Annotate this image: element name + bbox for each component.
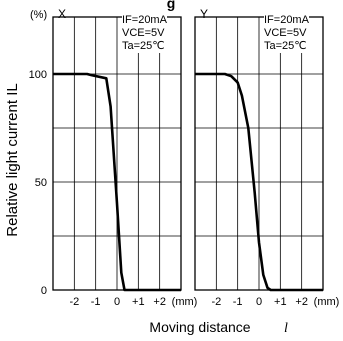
x-tick-label: +1 [132,296,145,308]
x-tick-label: +1 [274,296,287,308]
conditions-box-x: IF=20mA VCE=5V Ta=25℃ [122,14,167,53]
x-tick-label: -1 [233,296,243,308]
x-axis-symbol: l [284,321,288,336]
x-tick-label: 0 [256,296,262,308]
condition-if: IF=20mA [122,14,167,26]
x-axis-label: Moving distance [149,319,250,335]
y-tick-label: 100 [29,69,47,81]
x-unit-label: (mm) [314,296,340,308]
x-tick-label: 0 [114,296,120,308]
y-unit-label: (%) [30,9,47,21]
y-tick-label: 50 [35,177,47,189]
x-tick-label: +2 [153,296,166,308]
x-tick-label: -2 [211,296,221,308]
condition-vce: VCE=5V [264,27,307,39]
y-tick-label: 0 [41,285,47,297]
x-tick-label: +2 [295,296,308,308]
data-line-x [53,72,181,292]
condition-if: IF=20mA [264,14,309,26]
y-axis-label: Relative light current IL [4,83,21,236]
conditions-box-y: IF=20mA VCE=5V Ta=25℃ [264,14,309,53]
data-line-y [195,72,323,292]
x-unit-label: (mm) [172,296,198,308]
panel-label-y: Y [200,7,208,21]
condition-vce: VCE=5V [122,27,165,39]
panel-label-x: X [58,7,66,21]
condition-ta: Ta=25℃ [122,40,165,52]
condition-ta: Ta=25℃ [264,40,307,52]
x-tick-label: -1 [91,296,101,308]
header-fragment: g [167,0,176,11]
x-tick-label: -2 [69,296,79,308]
